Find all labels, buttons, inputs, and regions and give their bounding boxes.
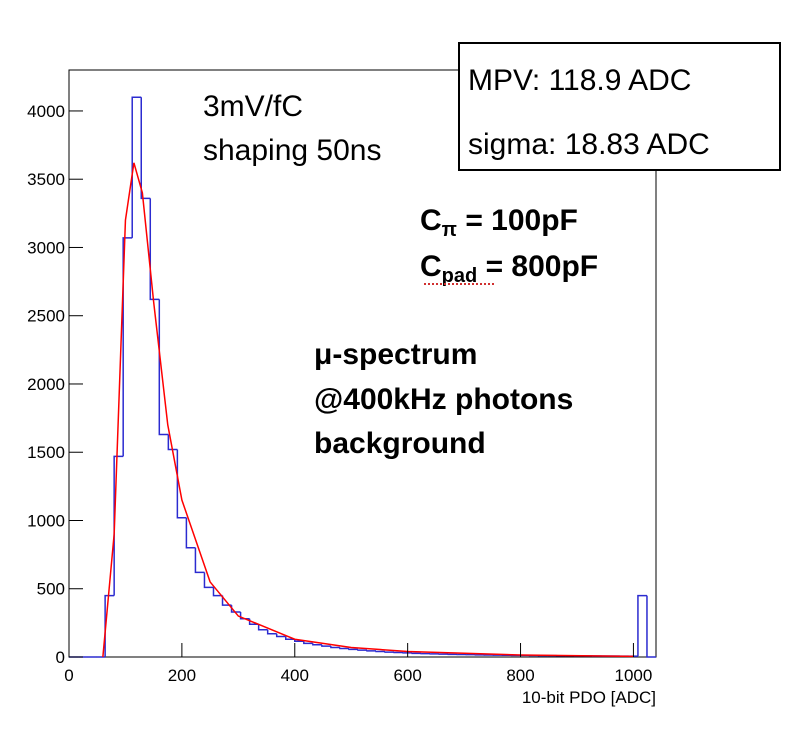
histogram-bin — [375, 650, 386, 653]
histogram-bin — [357, 649, 368, 651]
annotation-part: = 800pF — [477, 250, 598, 283]
y-tick-label: 2000 — [27, 375, 65, 394]
histogram-bin — [212, 587, 223, 597]
annotation: @400kHz photons — [314, 383, 573, 416]
annotation-part: C — [420, 250, 442, 283]
histogram-bin — [158, 299, 169, 436]
histogram-bin — [257, 624, 268, 631]
histogram-bin — [384, 651, 395, 653]
histogram-bin — [366, 650, 377, 652]
y-tick-label: 500 — [37, 580, 65, 599]
histogram-bin — [203, 572, 214, 589]
histogram-bin — [149, 198, 160, 301]
fit-line — [102, 162, 634, 658]
histogram-bin — [284, 636, 295, 641]
y-tick-label: 1500 — [27, 443, 65, 462]
histogram-bin — [637, 594, 647, 657]
annotation: Cpad = 800pF — [420, 250, 598, 287]
annotation-part: = 100pF — [457, 204, 578, 237]
histogram-bin — [167, 434, 178, 451]
histogram-bin — [140, 97, 151, 200]
histogram-bin — [113, 455, 124, 596]
histogram-bin — [185, 517, 196, 549]
plot-marks — [69, 96, 656, 658]
y-tick-label: 1000 — [27, 511, 65, 530]
x-tick-label: 0 — [64, 666, 73, 685]
histogram-bin — [122, 237, 133, 457]
annotation: μ-spectrum — [314, 338, 477, 371]
histogram-bin — [104, 594, 115, 657]
annotation: 3mV/fC — [203, 90, 303, 123]
x-tick-label: 800 — [506, 666, 534, 685]
histogram-bin — [194, 547, 205, 574]
annotation-part: C — [420, 204, 442, 237]
x-tick-label: 400 — [281, 666, 309, 685]
annotation: Cπ = 100pF — [420, 204, 578, 241]
annotation: background — [314, 427, 486, 460]
annotation-part: pad — [442, 265, 478, 287]
histogram-bin — [321, 644, 331, 647]
y-tick-label: 2500 — [27, 307, 65, 326]
stats-box — [458, 42, 781, 171]
plot-frame — [68, 69, 657, 658]
histogram-bin — [646, 595, 656, 658]
y-tick-label: 3500 — [27, 170, 65, 189]
y-tick-label: 4000 — [27, 102, 65, 121]
histogram-bin — [275, 633, 286, 638]
annotation: shaping 50ns — [203, 134, 381, 167]
x-tick-label: 600 — [393, 666, 421, 685]
x-axis-label: 10-bit PDO [ADC] — [522, 688, 656, 707]
stats-text: MPV: 118.9 ADC — [468, 64, 691, 97]
histogram-bin — [348, 648, 358, 651]
histogram-bin — [266, 629, 277, 635]
y-tick-label: 0 — [56, 648, 65, 667]
stats-text: sigma: 18.83 ADC — [468, 128, 710, 161]
y-tick-label: 3000 — [27, 238, 65, 257]
histogram-bin — [303, 641, 313, 645]
x-tick-label: 1000 — [615, 666, 653, 685]
histogram-bin — [221, 595, 232, 606]
histogram-bin — [339, 647, 349, 650]
histogram-bin — [131, 96, 142, 238]
annotation-part: π — [442, 219, 457, 241]
histogram-bin — [312, 643, 322, 646]
x-tick-label: 200 — [168, 666, 196, 685]
histogram-bin — [330, 646, 340, 649]
